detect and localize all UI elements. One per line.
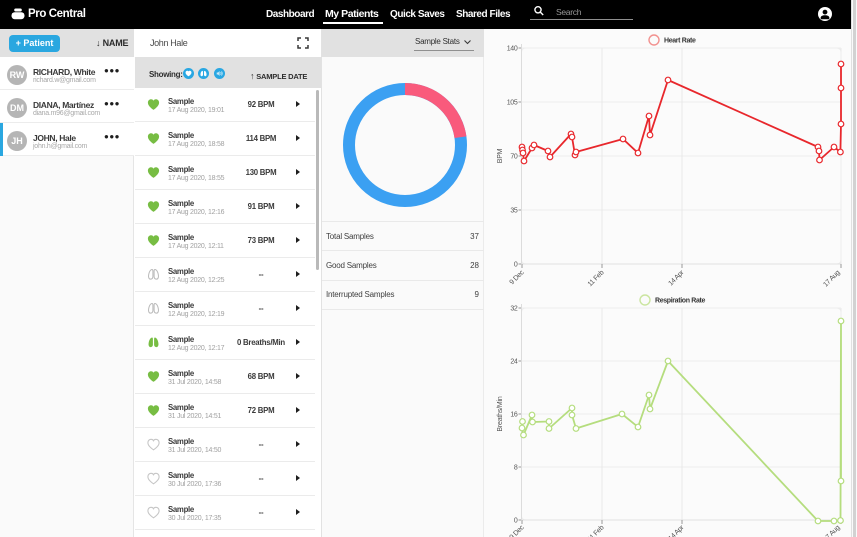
svg-text:8: 8 xyxy=(514,465,518,472)
svg-text:11 Feb: 11 Feb xyxy=(587,524,606,537)
svg-text:35: 35 xyxy=(510,208,518,215)
svg-text:Respiration Rate: Respiration Rate xyxy=(655,298,705,305)
svg-text:105: 105 xyxy=(507,100,518,107)
svg-text:24: 24 xyxy=(510,359,518,366)
svg-text:0: 0 xyxy=(514,262,518,269)
svg-text:Breaths/Min: Breaths/Min xyxy=(497,396,504,431)
svg-text:Heart Rate: Heart Rate xyxy=(664,38,696,45)
svg-text:16: 16 xyxy=(510,412,518,419)
svg-text:14 Apr: 14 Apr xyxy=(667,524,686,537)
svg-text:70: 70 xyxy=(510,154,518,161)
svg-text:9 Dec: 9 Dec xyxy=(509,269,526,286)
svg-text:0: 0 xyxy=(514,518,518,525)
svg-text:32: 32 xyxy=(510,306,518,313)
svg-text:9 Dec: 9 Dec xyxy=(509,524,526,537)
svg-text:17 Aug: 17 Aug xyxy=(822,524,841,537)
svg-text:BPM: BPM xyxy=(497,148,504,163)
svg-text:140: 140 xyxy=(507,46,518,53)
svg-text:11 Feb: 11 Feb xyxy=(587,269,606,288)
svg-text:14 Apr: 14 Apr xyxy=(667,269,686,288)
svg-text:17 Aug: 17 Aug xyxy=(822,269,841,288)
